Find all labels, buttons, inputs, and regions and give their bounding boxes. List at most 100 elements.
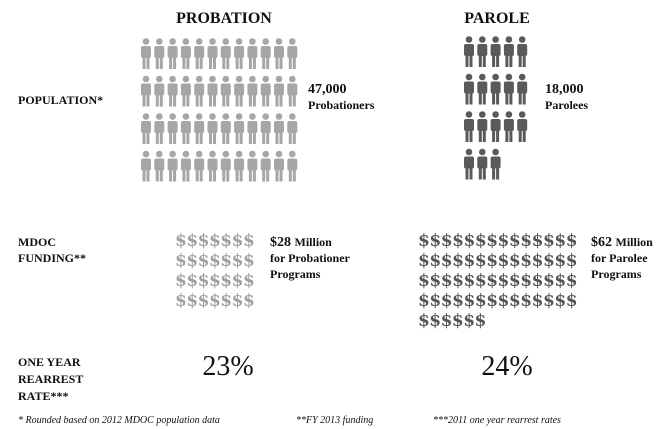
icon-part — [195, 113, 203, 120]
funding-text: Programs — [591, 267, 642, 281]
icon-part — [141, 46, 151, 58]
icon-part — [492, 73, 499, 81]
icon-part — [289, 38, 296, 45]
icon-part — [249, 38, 256, 45]
icon-part — [509, 92, 513, 105]
icon-part — [482, 130, 486, 142]
icon-part — [155, 94, 159, 107]
icon-part — [235, 132, 239, 144]
icon-part — [492, 148, 499, 156]
icon-part — [249, 150, 256, 158]
icon-part — [209, 169, 212, 182]
icon-part — [288, 57, 292, 69]
icon-part — [141, 83, 151, 96]
icon-part — [186, 94, 190, 107]
icon-part — [247, 83, 258, 96]
icon-part — [226, 132, 230, 144]
icon-part — [199, 132, 203, 144]
icon-part — [222, 94, 226, 107]
icon-part — [505, 55, 509, 67]
icon-part — [275, 113, 283, 120]
icon-part — [522, 55, 526, 67]
icon-part — [167, 158, 178, 171]
icon-part — [156, 150, 163, 158]
icon-part — [235, 169, 239, 182]
icon-part — [469, 92, 473, 105]
row-label: REARREST — [18, 372, 83, 386]
icon-part — [141, 121, 151, 133]
row-label: ONE YEAR — [18, 355, 81, 369]
icon-part — [248, 57, 252, 69]
icon-part — [518, 111, 526, 118]
icon-part — [159, 132, 163, 144]
icon-part — [169, 132, 173, 144]
icon-part — [235, 38, 243, 45]
icon-part — [288, 94, 292, 107]
icon-part — [146, 169, 150, 182]
icon-part — [275, 38, 283, 45]
icon-part — [207, 158, 218, 171]
icon-part — [186, 57, 190, 69]
icon-part — [492, 55, 496, 67]
icon-part — [173, 57, 177, 69]
icon-part — [464, 44, 474, 56]
icon-part — [195, 38, 203, 45]
icon-part — [479, 36, 486, 43]
icon-part — [169, 113, 176, 120]
icon-part — [142, 132, 146, 144]
icon-part — [182, 169, 186, 182]
icon-part — [482, 55, 486, 67]
icon-part — [146, 57, 150, 69]
icon-part — [167, 121, 178, 133]
icon-part — [492, 167, 496, 180]
icon-part — [220, 158, 231, 171]
dollar-row: $$$$$$$$$$$$$$ — [418, 271, 578, 291]
icon-part — [262, 94, 266, 107]
icon-part — [249, 75, 256, 83]
icon-part — [505, 111, 513, 118]
dollar-row: $$$$$$$ — [175, 291, 255, 311]
icon-part — [234, 158, 245, 171]
footnote: * Rounded based on 2012 MDOC population … — [18, 415, 220, 426]
population-label: Probationers — [308, 98, 375, 112]
icon-part — [180, 158, 191, 171]
icon-part — [248, 94, 252, 107]
icon-part — [247, 121, 258, 133]
icon-part — [154, 83, 165, 96]
icon-part — [477, 81, 488, 94]
icon-part — [464, 119, 474, 131]
icon-part — [496, 167, 500, 180]
column-title: PROBATION — [176, 10, 272, 27]
icon-part — [287, 83, 298, 96]
icon-part — [503, 119, 514, 131]
icon-part — [142, 113, 150, 120]
rearrest-rate: 24% — [481, 351, 532, 382]
row-label: MDOC — [18, 235, 56, 249]
icon-part — [186, 132, 190, 144]
icon-part — [509, 55, 513, 67]
icon-part — [209, 94, 212, 107]
icon-part — [235, 94, 239, 107]
column-title: PAROLE — [464, 10, 529, 27]
icon-part — [226, 94, 230, 107]
icon-part — [220, 46, 231, 58]
icon-part — [213, 94, 216, 107]
icon-part — [479, 73, 486, 81]
icons: $$$$$$$$$$$$$$$$$$$$$$$$$$$$$$$$$$$$$$$$… — [141, 36, 578, 331]
icon-part — [478, 55, 482, 67]
icon-part — [518, 73, 526, 81]
icon-part — [182, 113, 190, 120]
icon-part — [478, 130, 482, 142]
icon-part — [482, 92, 486, 105]
icon-part — [522, 130, 526, 142]
icon-part — [517, 44, 528, 56]
icon-part — [235, 57, 239, 69]
icon-part — [222, 113, 230, 120]
icon-part — [479, 148, 486, 156]
icon-part — [213, 57, 216, 69]
icon-part — [464, 81, 474, 94]
icon-part — [155, 132, 159, 144]
icon-part — [262, 150, 270, 158]
icon-part — [182, 94, 186, 107]
